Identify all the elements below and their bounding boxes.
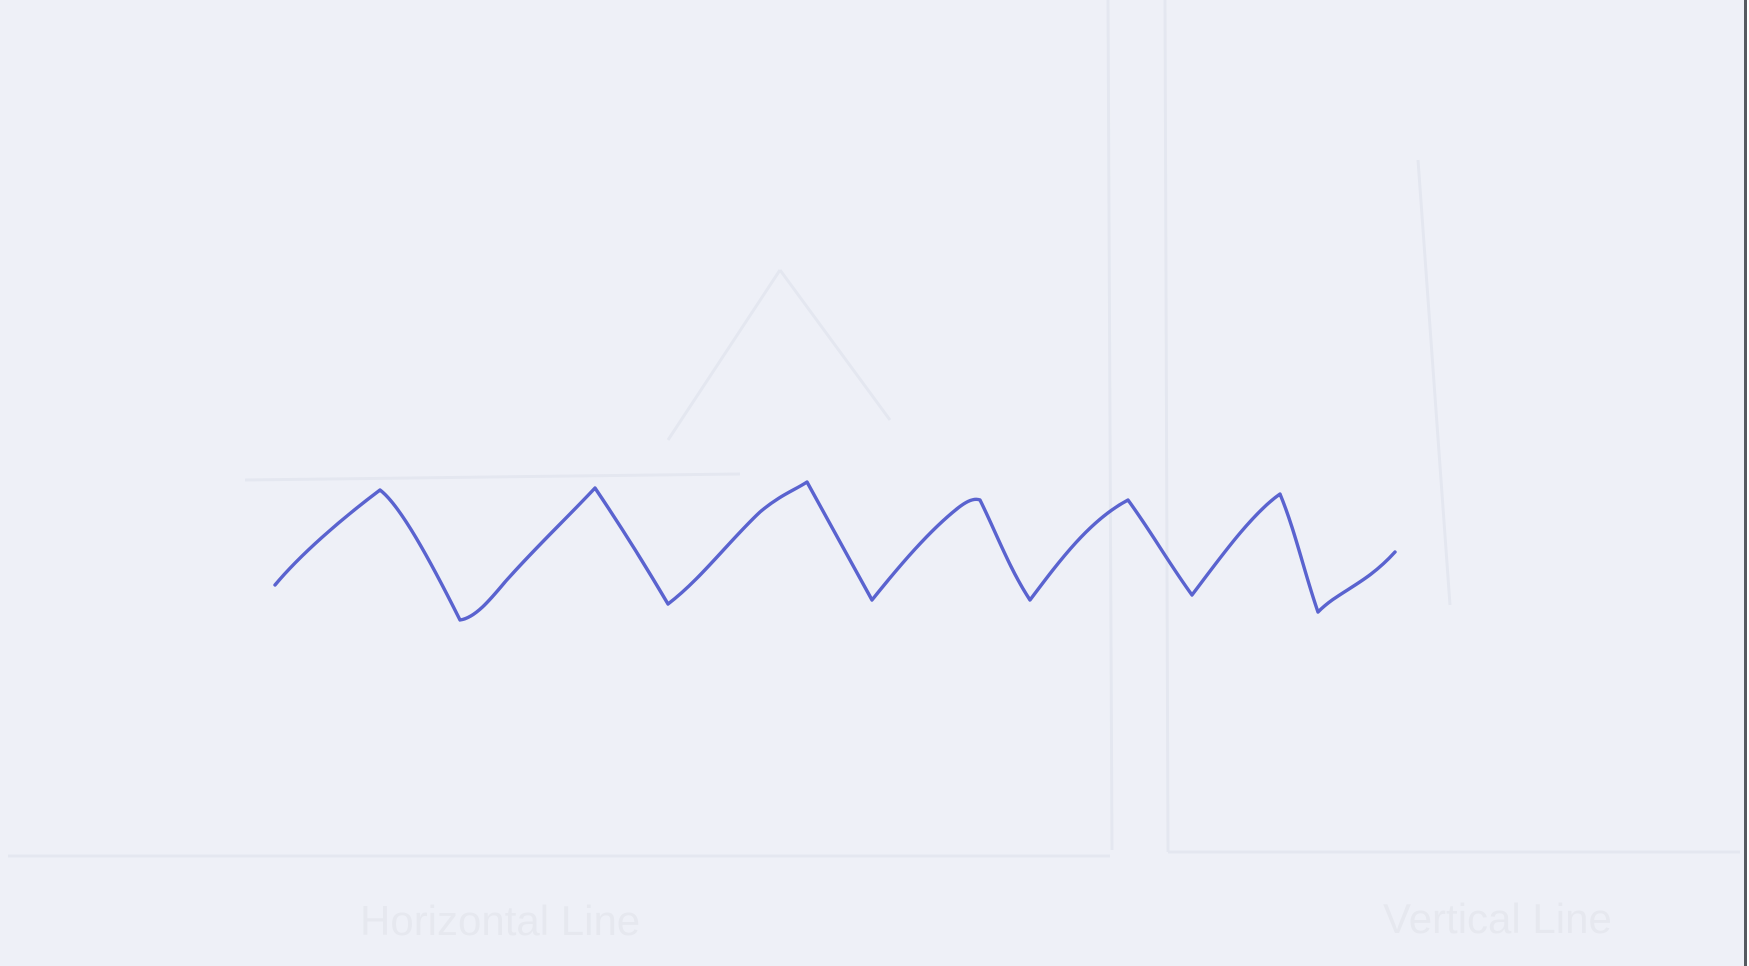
sheet-right-border (1744, 0, 1747, 966)
show-through-label-horizontal: Horizontal Line (360, 897, 641, 944)
zigzag-stroke (273, 480, 1397, 622)
show-through-frames (8, 0, 1740, 858)
scan-margin (1747, 0, 1749, 966)
show-through-label-vertical: Vertical Line (1383, 895, 1612, 942)
